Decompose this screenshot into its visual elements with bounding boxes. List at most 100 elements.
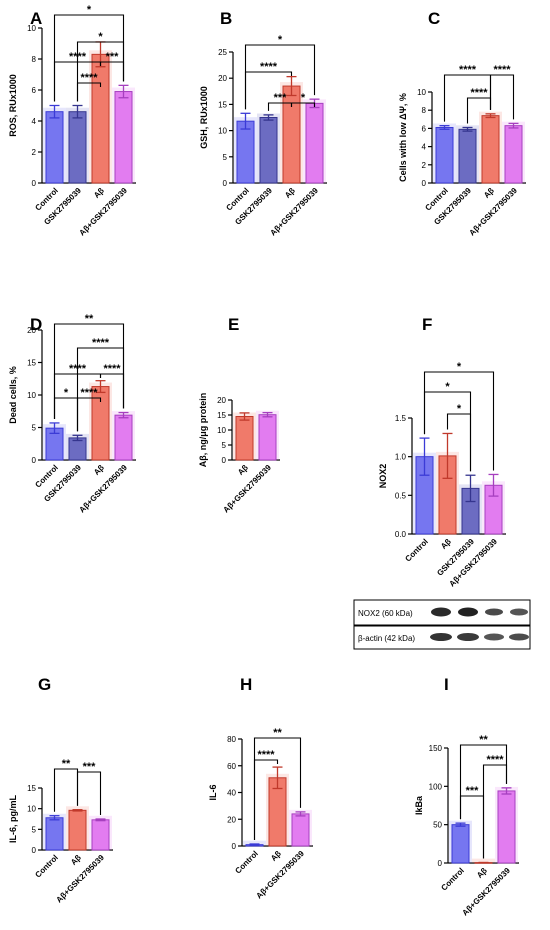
y-tick-label: 20 [217,396,226,405]
blot-band [430,633,452,641]
panel-letter: G [38,675,51,694]
y-tick-label: 0 [232,842,237,851]
significance-label: *** [274,92,288,104]
y-tick-label: 10 [27,24,36,33]
significance-label: **** [103,363,121,375]
blot-band [485,608,503,616]
y-tick-label: 10 [417,88,426,97]
bar [68,437,87,461]
panel-letter: B [220,9,232,28]
y-tick-label: 6 [32,86,37,95]
y-tick-label: 10 [218,127,227,136]
significance-bracket [446,413,472,472]
category-label: Control [403,537,429,563]
significance-bracket [459,744,508,820]
y-tick-label: 5 [222,441,227,450]
y-axis-label: Cells with low ΔΨ, % [398,93,408,182]
blot-band [509,633,529,641]
y-axis-label: IkBa [414,795,424,815]
bar [458,128,477,184]
significance-label: ** [479,734,488,746]
bar [451,824,470,864]
blot-band [431,607,451,617]
y-tick-label: 25 [218,48,227,57]
y-tick-label: 15 [218,100,227,109]
panel-letter: D [30,315,42,334]
significance-label: *** [466,785,480,797]
bar [235,416,254,461]
y-tick-label: 10 [27,391,36,400]
significance-label: ** [273,727,282,739]
bar [236,120,255,184]
significance-label: **** [459,64,477,76]
y-tick-label: 4 [32,117,37,126]
category-label: Aβ [69,853,83,867]
bar [68,111,87,184]
bar [114,414,133,461]
y-axis-label: ROS, RUx1000 [8,74,18,137]
y-tick-label: 0 [223,179,228,188]
bar [435,126,454,184]
blot-band [457,633,479,641]
category-label: Control [33,853,59,879]
significance-bracket [459,795,485,859]
y-tick-label: 10 [27,805,36,814]
significance-label: **** [69,51,87,63]
significance-bracket [76,397,102,432]
y-tick-label: 0 [222,456,227,465]
blot-band [484,633,504,641]
category-label: Aβ [482,186,496,200]
significance-label: **** [80,387,98,399]
bar-glow [243,840,266,846]
y-axis-label: GSH, RUx1000 [199,86,209,149]
significance-label: *** [83,761,97,773]
blot-band [458,607,478,617]
y-tick-label: 2 [32,148,37,157]
y-axis-label: IL-6, pg/mL [8,795,18,843]
y-tick-label: 100 [429,782,443,791]
y-tick-label: 8 [32,55,37,64]
significance-bracket [76,82,102,102]
category-label: Aβ [92,463,106,477]
significance-label: * [301,92,306,104]
bar [305,102,324,184]
y-axis-label: Aβ, ng/μg protein [198,393,208,468]
significance-bracket [53,768,79,812]
panel-letter: H [240,675,252,694]
significance-label: * [445,381,450,393]
y-tick-label: 5 [223,153,228,162]
bar [91,819,110,851]
western-blot: NOX2 (60 kDa) β-actin (42 kDa) [353,599,531,650]
category-label: Aβ [475,866,489,880]
y-tick-label: 15 [27,359,36,368]
y-tick-label: 150 [429,744,443,753]
blot-bands-nox2 [431,607,528,617]
y-tick-label: 20 [218,74,227,83]
category-label: Aβ [283,186,297,200]
y-tick-label: 0.0 [395,530,407,539]
bar [259,117,278,184]
significance-label: * [457,361,462,373]
blot-label-actin: β-actin (42 kDa) [358,634,415,643]
y-tick-label: 80 [227,735,236,744]
significance-label: **** [80,72,98,84]
significance-label: **** [257,749,275,761]
y-tick-label: 8 [422,106,427,115]
significance-label: ** [62,758,71,770]
significance-bracket [244,71,293,110]
category-label: Aβ [92,186,106,200]
y-tick-label: 5 [32,825,37,834]
significance-label: **** [493,64,511,76]
y-tick-label: 1.0 [395,453,407,462]
category-label: Control [233,849,259,875]
category-label: Control [439,866,465,892]
